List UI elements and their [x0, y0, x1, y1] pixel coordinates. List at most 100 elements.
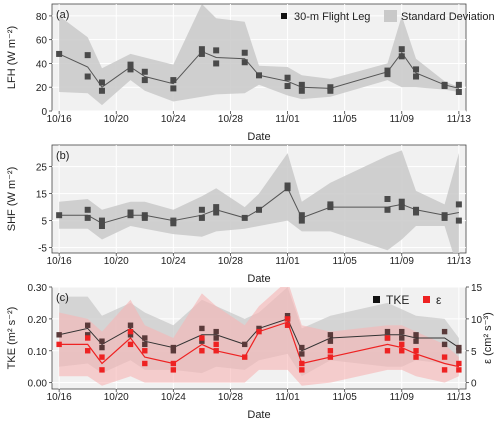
eps-point — [170, 360, 177, 367]
data-point — [441, 214, 448, 221]
x-tick-label: 10/28 — [218, 256, 243, 267]
tke-point — [56, 332, 62, 338]
y-tick-label: 25 — [36, 163, 48, 174]
eps-point — [213, 341, 219, 348]
data-point — [241, 49, 248, 56]
data-point — [256, 72, 262, 79]
plot-content — [56, 150, 462, 253]
eps-point — [413, 354, 419, 360]
x-tick-label: 10/20 — [104, 256, 129, 267]
panel-label: (c) — [56, 292, 69, 304]
tke-point — [84, 322, 91, 328]
eps-band — [59, 287, 459, 386]
panel-3: 0 5 10 15 ε (cm² s⁻³) 0.00 0.10 0.20 0.30 10/16 10… — [6, 283, 494, 421]
data-point — [141, 77, 148, 84]
tke-point — [242, 341, 248, 348]
legend-marker-tke — [373, 296, 380, 303]
y-axis-label: SHF (W m⁻²) — [6, 167, 18, 231]
tke-point — [299, 344, 305, 351]
tke-point — [399, 335, 405, 341]
eps-point — [456, 367, 462, 373]
data-point — [84, 52, 91, 59]
data-point — [198, 46, 205, 53]
data-point — [455, 217, 462, 224]
std-band — [59, 150, 459, 253]
tke-point — [142, 341, 148, 348]
data-point — [56, 212, 63, 219]
y2-tick-label: 10 — [471, 315, 483, 326]
eps-point — [456, 360, 462, 367]
tke-point — [99, 338, 105, 344]
data-point — [413, 73, 420, 80]
tke-point — [142, 335, 148, 341]
tke-point — [127, 322, 134, 328]
x-tick-label: 10/28 — [218, 392, 243, 403]
y-tick-label: 0 — [41, 107, 47, 118]
data-point — [98, 87, 105, 94]
x-tick-label: 11/01 — [275, 256, 300, 267]
data-point — [170, 220, 177, 227]
x-tick-label: 11/09 — [390, 256, 415, 267]
eps-point — [327, 354, 334, 360]
eps-point — [99, 367, 105, 373]
eps-point — [284, 316, 291, 322]
tke-point — [99, 344, 105, 351]
eps-point — [142, 360, 148, 367]
data-point — [298, 217, 305, 224]
data-point — [284, 83, 291, 90]
data-point — [127, 66, 134, 73]
x-tick-label: 10/28 — [218, 114, 243, 125]
legend-label-flight-leg: 30-m Flight Leg — [294, 11, 370, 23]
panel-1: 0 20 40 60 80 10/16 10/20 10/24 10/28 11/01 11/05 1… — [6, 3, 495, 143]
tke-point — [441, 341, 448, 348]
data-point — [141, 68, 148, 75]
eps-point — [199, 348, 205, 354]
y-tick-label: 0.30 — [28, 283, 48, 294]
eps-point — [413, 348, 419, 354]
data-point — [284, 185, 291, 192]
tke-point — [213, 328, 219, 335]
x-tick-label: 10/20 — [104, 392, 129, 403]
data-point — [398, 53, 405, 60]
data-point — [84, 206, 91, 213]
plot-content — [56, 4, 462, 106]
panel-label: (b) — [56, 150, 69, 162]
legend-marker-eps — [423, 296, 430, 303]
tke-point — [413, 338, 419, 344]
y2-tick-label: 5 — [471, 347, 477, 358]
y-tick-label: 0.00 — [28, 379, 48, 390]
y-tick-label: 40 — [36, 59, 48, 70]
data-point — [455, 81, 462, 88]
x-tick-label: 10/24 — [161, 256, 186, 267]
x-axis-label: Date — [247, 273, 270, 285]
data-point — [384, 206, 391, 213]
data-point — [413, 209, 420, 216]
data-point — [170, 85, 177, 92]
panel-label: (a) — [56, 9, 69, 21]
y2-axis-label: ε (cm² s⁻³) — [482, 312, 494, 364]
tke-point — [213, 335, 219, 341]
y2-tick-label: 0 — [471, 379, 477, 390]
plot-content — [56, 287, 462, 386]
y-tick-label: 0.10 — [28, 347, 48, 358]
data-point — [56, 50, 63, 57]
tke-point — [456, 348, 462, 354]
x-tick-label: 11/01 — [275, 392, 300, 403]
data-point — [84, 214, 91, 221]
x-tick-label: 11/05 — [333, 256, 358, 267]
data-point — [98, 217, 105, 224]
data-point — [398, 204, 405, 211]
x-axis-label: Date — [247, 409, 270, 421]
x-tick-label: 11/01 — [275, 114, 300, 125]
data-point — [127, 212, 134, 219]
data-point — [455, 88, 462, 95]
tke-point — [127, 332, 134, 338]
eps-point — [441, 367, 448, 373]
data-point — [284, 74, 291, 81]
y-tick-label: 5 — [41, 217, 47, 228]
eps-point — [256, 328, 262, 335]
eps-point — [56, 341, 62, 348]
y-tick-label: 0.20 — [28, 315, 48, 326]
data-point — [213, 209, 220, 216]
data-point — [213, 47, 220, 54]
